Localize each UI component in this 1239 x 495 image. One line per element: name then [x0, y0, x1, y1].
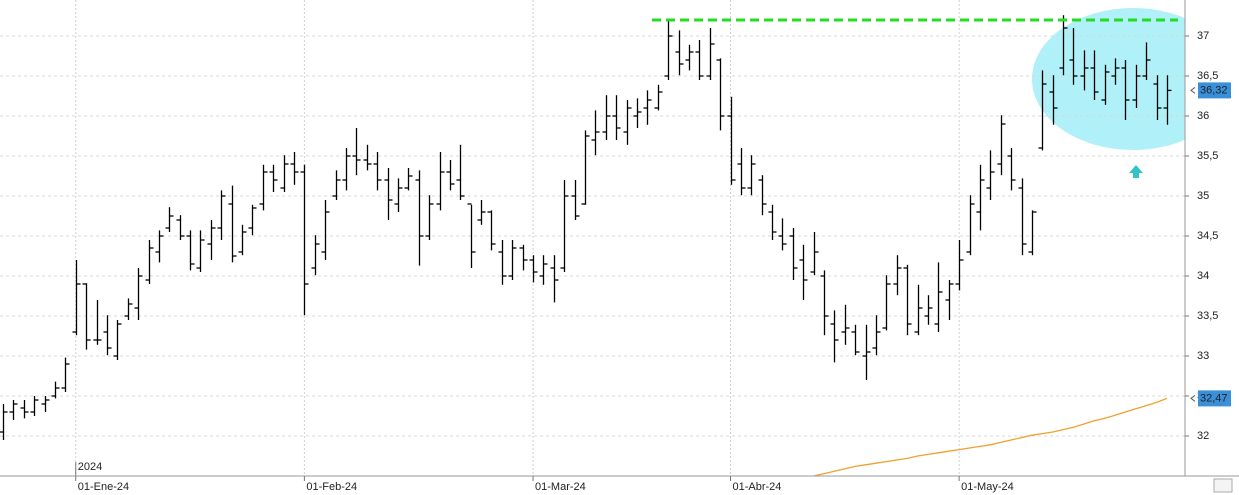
y-tick-label: 34: [1197, 270, 1209, 282]
y-tick-label: 35: [1197, 190, 1209, 202]
settings-button[interactable]: [1213, 478, 1233, 493]
y-tick-label: 36: [1197, 110, 1209, 122]
grid-layer: [0, 0, 1185, 476]
price-label: 36,32: [1200, 84, 1228, 96]
y-tick-label: 33: [1197, 350, 1209, 362]
x-tick-label: 01-Feb-24: [306, 481, 357, 493]
price-label-box: [1198, 390, 1231, 407]
plot-layer: 2024: [0, 15, 1178, 477]
y-tick-label: 37: [1197, 30, 1209, 42]
price-label-box: [1198, 82, 1231, 99]
y-tick-label: 34,5: [1197, 230, 1218, 242]
x-tick-label: 01-Abr-24: [733, 481, 782, 493]
price-pointer: [1190, 87, 1196, 94]
background-layer: [1032, 8, 1234, 178]
y-tick-label: 36,5: [1197, 70, 1218, 82]
y-tick-label: 35,5: [1197, 150, 1218, 162]
price-pointer: [1190, 395, 1196, 402]
y-tick-label: 32: [1197, 430, 1209, 442]
up-arrow: [1129, 165, 1143, 178]
x-tick-label: 01-Mar-24: [535, 481, 586, 493]
x-axis-panel: [0, 476, 1239, 495]
year-label: 2024: [78, 461, 102, 473]
x-tick-label: 01-Ene-24: [78, 481, 129, 493]
x-tick-label: 01-May-24: [961, 481, 1014, 493]
price-label: 32,47: [1200, 392, 1228, 404]
y-tick-label: 33,5: [1197, 310, 1218, 322]
highlight-circle: [1032, 8, 1234, 150]
moving-average: [813, 397, 1168, 477]
